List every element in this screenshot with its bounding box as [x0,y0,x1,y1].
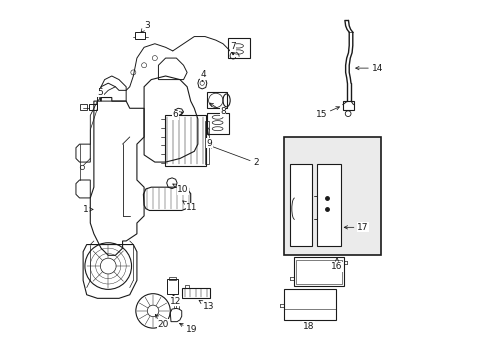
Text: 4: 4 [200,71,205,81]
Bar [293,257,343,286]
Bar [204,121,208,164]
Bar [206,92,226,108]
Bar [290,164,311,246]
Text: 20: 20 [155,314,168,329]
Bar [228,39,249,58]
Text: 15: 15 [315,107,339,119]
Bar [317,164,340,246]
Bar [169,277,176,280]
Text: 13: 13 [199,300,214,311]
Bar [135,32,145,39]
Bar [164,116,206,166]
Text: 8: 8 [209,103,225,116]
Bar [185,285,188,288]
Text: 17: 17 [344,223,368,232]
Bar [284,289,335,320]
Text: 14: 14 [355,64,382,73]
Text: 6: 6 [172,110,183,119]
Bar [342,101,353,110]
Text: 16: 16 [330,258,342,271]
Text: 10: 10 [172,184,188,194]
Text: 11: 11 [183,201,197,212]
Bar [182,288,210,298]
Text: 3: 3 [141,21,149,32]
Bar [206,113,229,134]
Bar [167,279,178,294]
Bar [284,137,380,255]
Text: 1: 1 [83,205,93,214]
Text: 2: 2 [209,145,258,167]
Text: 9: 9 [206,127,212,148]
Text: 18: 18 [302,321,313,331]
Text: 12: 12 [170,295,181,306]
Text: 7: 7 [230,42,235,55]
Bar [88,104,97,110]
Text: 19: 19 [179,323,197,334]
Ellipse shape [223,94,230,107]
Bar [295,260,341,284]
Text: 5: 5 [97,88,103,100]
Bar [80,104,86,111]
